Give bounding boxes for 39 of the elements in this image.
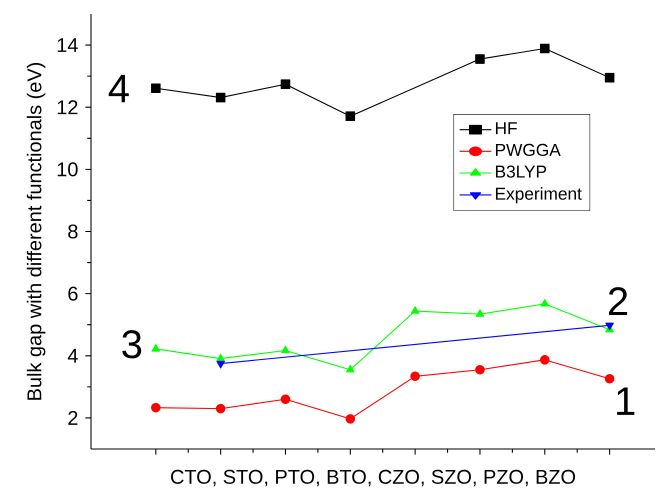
y-axis-title: Bulk gap with different functionals (eV) [26,62,46,400]
point [281,346,290,354]
y-tick-label: 10 [58,162,78,176]
annotation: 1 [617,387,634,415]
legend-label: PWGGA [496,144,561,156]
y-tick-label: 8 [68,224,78,239]
point [540,299,550,307]
legend-label: HF [496,122,517,134]
point [476,309,484,317]
annotation: 3 [122,330,142,358]
point [216,354,225,362]
y-tick-label: 12 [58,100,78,114]
point [346,111,356,122]
point [151,83,161,94]
point [151,402,161,412]
legend-label: B3LYP [496,165,546,178]
point [410,306,420,314]
point [280,394,290,404]
point [280,79,290,90]
y-tick-label: 6 [68,286,78,301]
point [475,364,485,375]
point [410,372,420,382]
y-tick-label: 4 [68,348,78,363]
point [540,44,550,54]
point [346,414,356,424]
x-axis-title: CTO, STO, PTO, BTO, CZO, SZO, PZO, BZO [171,470,576,486]
point [216,92,226,102]
legend-label: Experiment [496,187,582,204]
annotation: 2 [608,287,628,316]
y-tick-label: 2 [68,410,78,425]
y-tick-label: 14 [58,38,78,52]
point [604,72,614,82]
point [540,355,550,365]
point [475,54,485,64]
point [604,374,614,384]
point [152,344,160,352]
point [346,364,355,372]
point [216,404,226,414]
annotation: 4 [108,74,129,102]
